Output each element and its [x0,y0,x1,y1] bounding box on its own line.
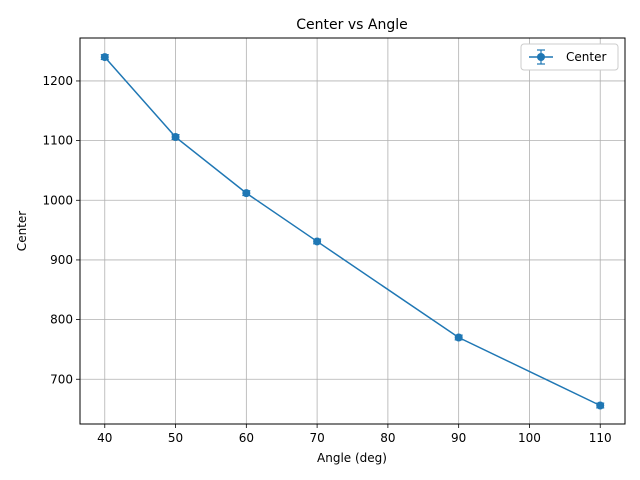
data-point [100,53,109,62]
y-tick-label: 1200 [42,74,73,88]
grid [80,38,625,424]
y-axis-label: Center [15,211,29,251]
legend: Center [520,43,619,71]
series-layer [100,53,605,410]
y-tick-label: 800 [50,313,73,327]
x-tick-label: 50 [168,431,183,445]
data-point [242,189,251,198]
y-tick-label: 900 [50,253,73,267]
x-tick-label: 70 [309,431,324,445]
x-tick-label: 90 [451,431,466,445]
y-tick-label: 1100 [42,134,73,148]
data-point [454,333,463,342]
legend-marker-swatch [537,53,545,61]
data-point [171,133,180,142]
x-tick-label: 100 [518,431,541,445]
chart-title: Center vs Angle [296,17,407,33]
legend-box [520,43,619,71]
y-tick-label: 1000 [42,193,73,207]
axes: 40 50 60 70 80 90 100 110 700 800 900 1000 1100 1200 [42,74,611,445]
x-axis-label: Angle (deg) [317,451,387,465]
x-tick-label: 110 [589,431,612,445]
data-point [596,401,605,410]
data-point [313,237,322,246]
x-tick-label: 60 [239,431,254,445]
series-line [104,56,601,407]
x-tick-label: 80 [380,431,395,445]
plot-frame [79,37,626,425]
x-tick-label: 40 [97,431,112,445]
y-tick-label: 700 [50,372,73,386]
legend-label: Center [566,50,606,64]
